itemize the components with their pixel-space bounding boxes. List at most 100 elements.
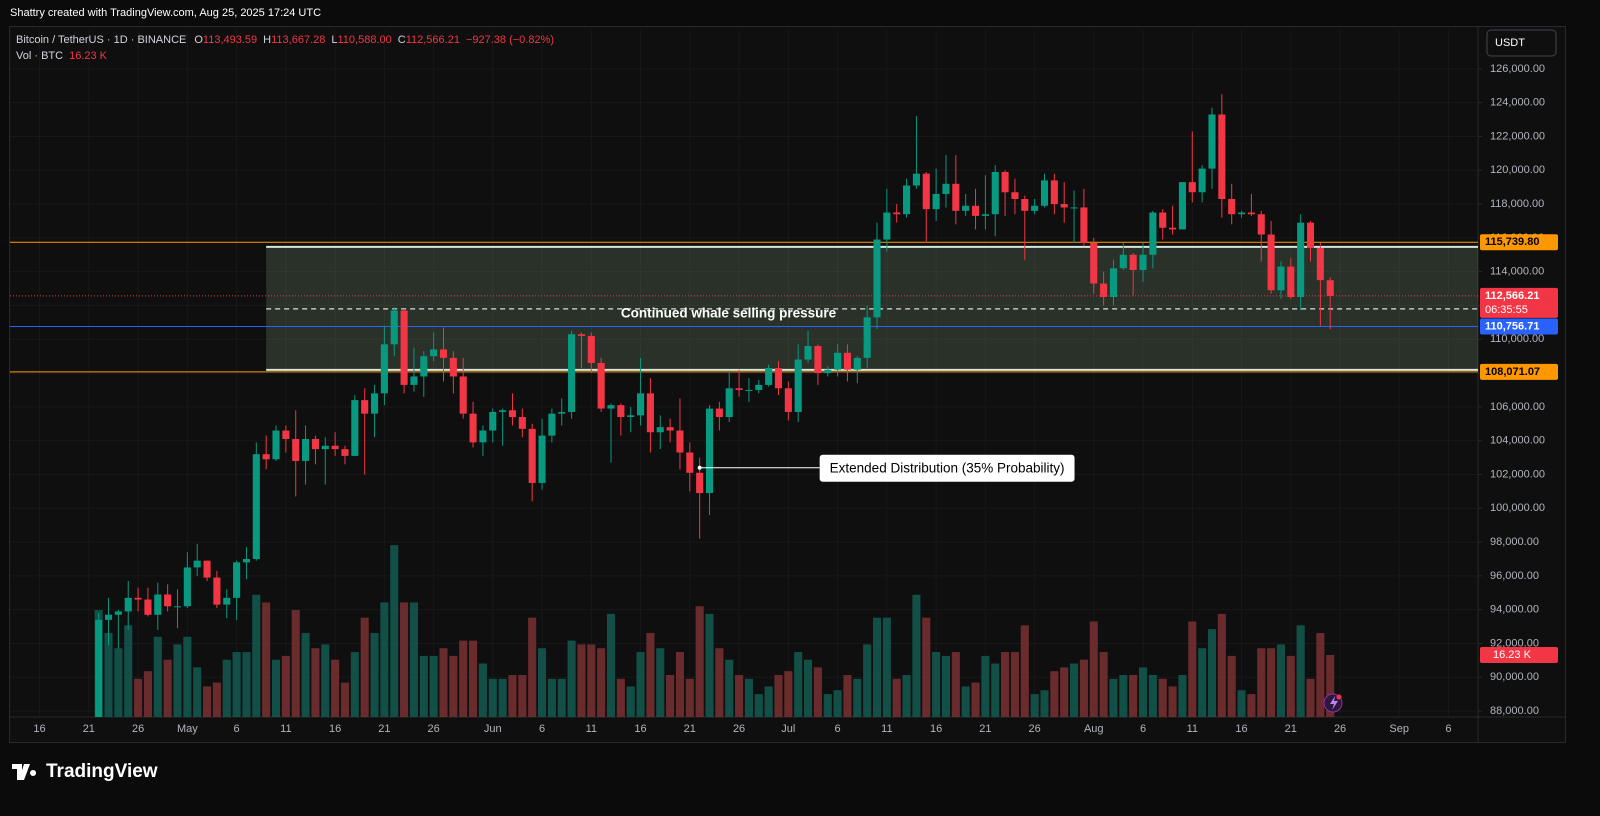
candle-body — [912, 173, 920, 186]
volume-bar — [1060, 667, 1069, 717]
volume-bar — [1119, 674, 1128, 717]
candle-body — [952, 183, 960, 211]
legend-change: −927.38 (−0.82%) — [466, 34, 554, 46]
volume-bar — [409, 602, 418, 717]
price-tag-label: 108,071.07 — [1485, 366, 1540, 378]
candle-body — [390, 310, 398, 345]
candle-body — [587, 335, 595, 363]
candle-body — [1021, 199, 1029, 211]
candle-body — [962, 205, 970, 211]
candle-body — [331, 445, 339, 450]
candle-body — [469, 413, 477, 443]
volume-bar — [222, 659, 231, 717]
candle-body — [361, 400, 369, 414]
candle-body — [853, 357, 861, 370]
y-tick-label: 122,000.00 — [1490, 130, 1545, 142]
candle-body — [410, 376, 418, 385]
candle-body — [1178, 182, 1186, 230]
y-tick-label: 102,000.00 — [1490, 468, 1545, 480]
x-tick-label: 6 — [835, 723, 841, 735]
candle-body — [646, 393, 654, 433]
volume-bar — [784, 671, 793, 717]
candle-body — [794, 359, 802, 412]
volume-bar — [311, 648, 320, 717]
volume-bar — [281, 655, 290, 717]
candle-body — [1100, 283, 1108, 298]
candle-body — [804, 346, 812, 360]
y-tick-label: 118,000.00 — [1490, 198, 1544, 210]
candle-body — [1228, 199, 1236, 215]
volume-bar — [193, 667, 202, 717]
volume-name: Vol · BTC — [16, 50, 63, 62]
volume-bar — [1079, 659, 1088, 717]
candle-body — [765, 368, 773, 385]
candle-body — [725, 388, 733, 418]
volume-bar — [932, 652, 941, 717]
volume-bar — [1050, 671, 1059, 717]
volume-bar — [478, 663, 487, 717]
axes: 88,000.00 90,000.00 92,000.00 94,000.00 96,0… — [33, 63, 1558, 735]
volume-bar — [1099, 652, 1108, 717]
candle-body — [124, 597, 132, 612]
volume-bar — [794, 652, 803, 717]
x-tick-label: 26 — [1029, 723, 1041, 735]
candle-body — [627, 415, 635, 418]
candle-body — [262, 454, 270, 460]
volume-bar — [646, 632, 655, 717]
volume-bar — [981, 655, 990, 717]
y-tick-label: 120,000.00 — [1490, 164, 1545, 176]
volume-bar — [380, 602, 389, 717]
candle-body — [1159, 212, 1167, 228]
volume-bar — [1148, 674, 1157, 717]
candle-body — [568, 334, 576, 412]
currency: USDT — [1495, 37, 1525, 49]
y-tick-label: 88,000.00 — [1490, 705, 1539, 717]
volume-bar — [774, 674, 783, 717]
candle-body — [784, 388, 792, 412]
volume-bar — [360, 617, 369, 717]
volume-bar — [587, 644, 596, 717]
y-tick-label: 104,000.00 — [1490, 435, 1545, 447]
candle-body — [577, 334, 585, 336]
volume-bar — [429, 655, 438, 717]
currency-box[interactable] — [1486, 29, 1557, 57]
volume-bar — [1247, 694, 1256, 717]
symbol: Bitcoin / TetherUS · 1D · BINANCE — [16, 34, 186, 46]
price-tag-label: 112,566.21 — [1485, 290, 1539, 302]
x-tick-label: 16 — [930, 723, 942, 735]
candle-body — [1316, 248, 1324, 281]
volume-bar — [951, 652, 960, 717]
volume-bar — [1020, 625, 1029, 717]
volume-bar — [419, 655, 428, 717]
candle-body — [1060, 204, 1068, 208]
volume-bar — [173, 644, 182, 717]
candle-body — [883, 212, 891, 240]
x-tick-label: 21 — [378, 723, 390, 735]
candle-body — [341, 449, 349, 456]
y-tick-label: 98,000.00 — [1490, 536, 1539, 548]
y-tick-label: 100,000.00 — [1490, 502, 1545, 514]
x-tick-label: 21 — [83, 723, 95, 735]
x-tick-label: Aug — [1084, 723, 1104, 735]
volume-legend: Vol · BTC 16.23 K — [16, 50, 108, 62]
volume-value: 16.23 K — [69, 50, 108, 62]
volume-bar — [1070, 663, 1079, 717]
candle-body — [745, 389, 753, 391]
volume-bar — [1168, 686, 1177, 717]
x-tick-label: 26 — [132, 723, 144, 735]
volume-bar — [547, 678, 556, 717]
candle-body — [351, 400, 359, 456]
candle-body — [942, 183, 950, 194]
candle-body — [922, 173, 930, 210]
volume-bar — [252, 594, 261, 717]
candle-body — [824, 369, 832, 374]
volume-bar — [400, 602, 409, 717]
volume-bar — [1178, 674, 1187, 717]
legend-key: C — [398, 34, 406, 46]
volume-bar — [390, 545, 399, 717]
candle-body — [420, 356, 428, 377]
candle-body — [1090, 242, 1098, 284]
volume-bar — [1040, 690, 1049, 717]
x-tick-label: 21 — [979, 723, 991, 735]
